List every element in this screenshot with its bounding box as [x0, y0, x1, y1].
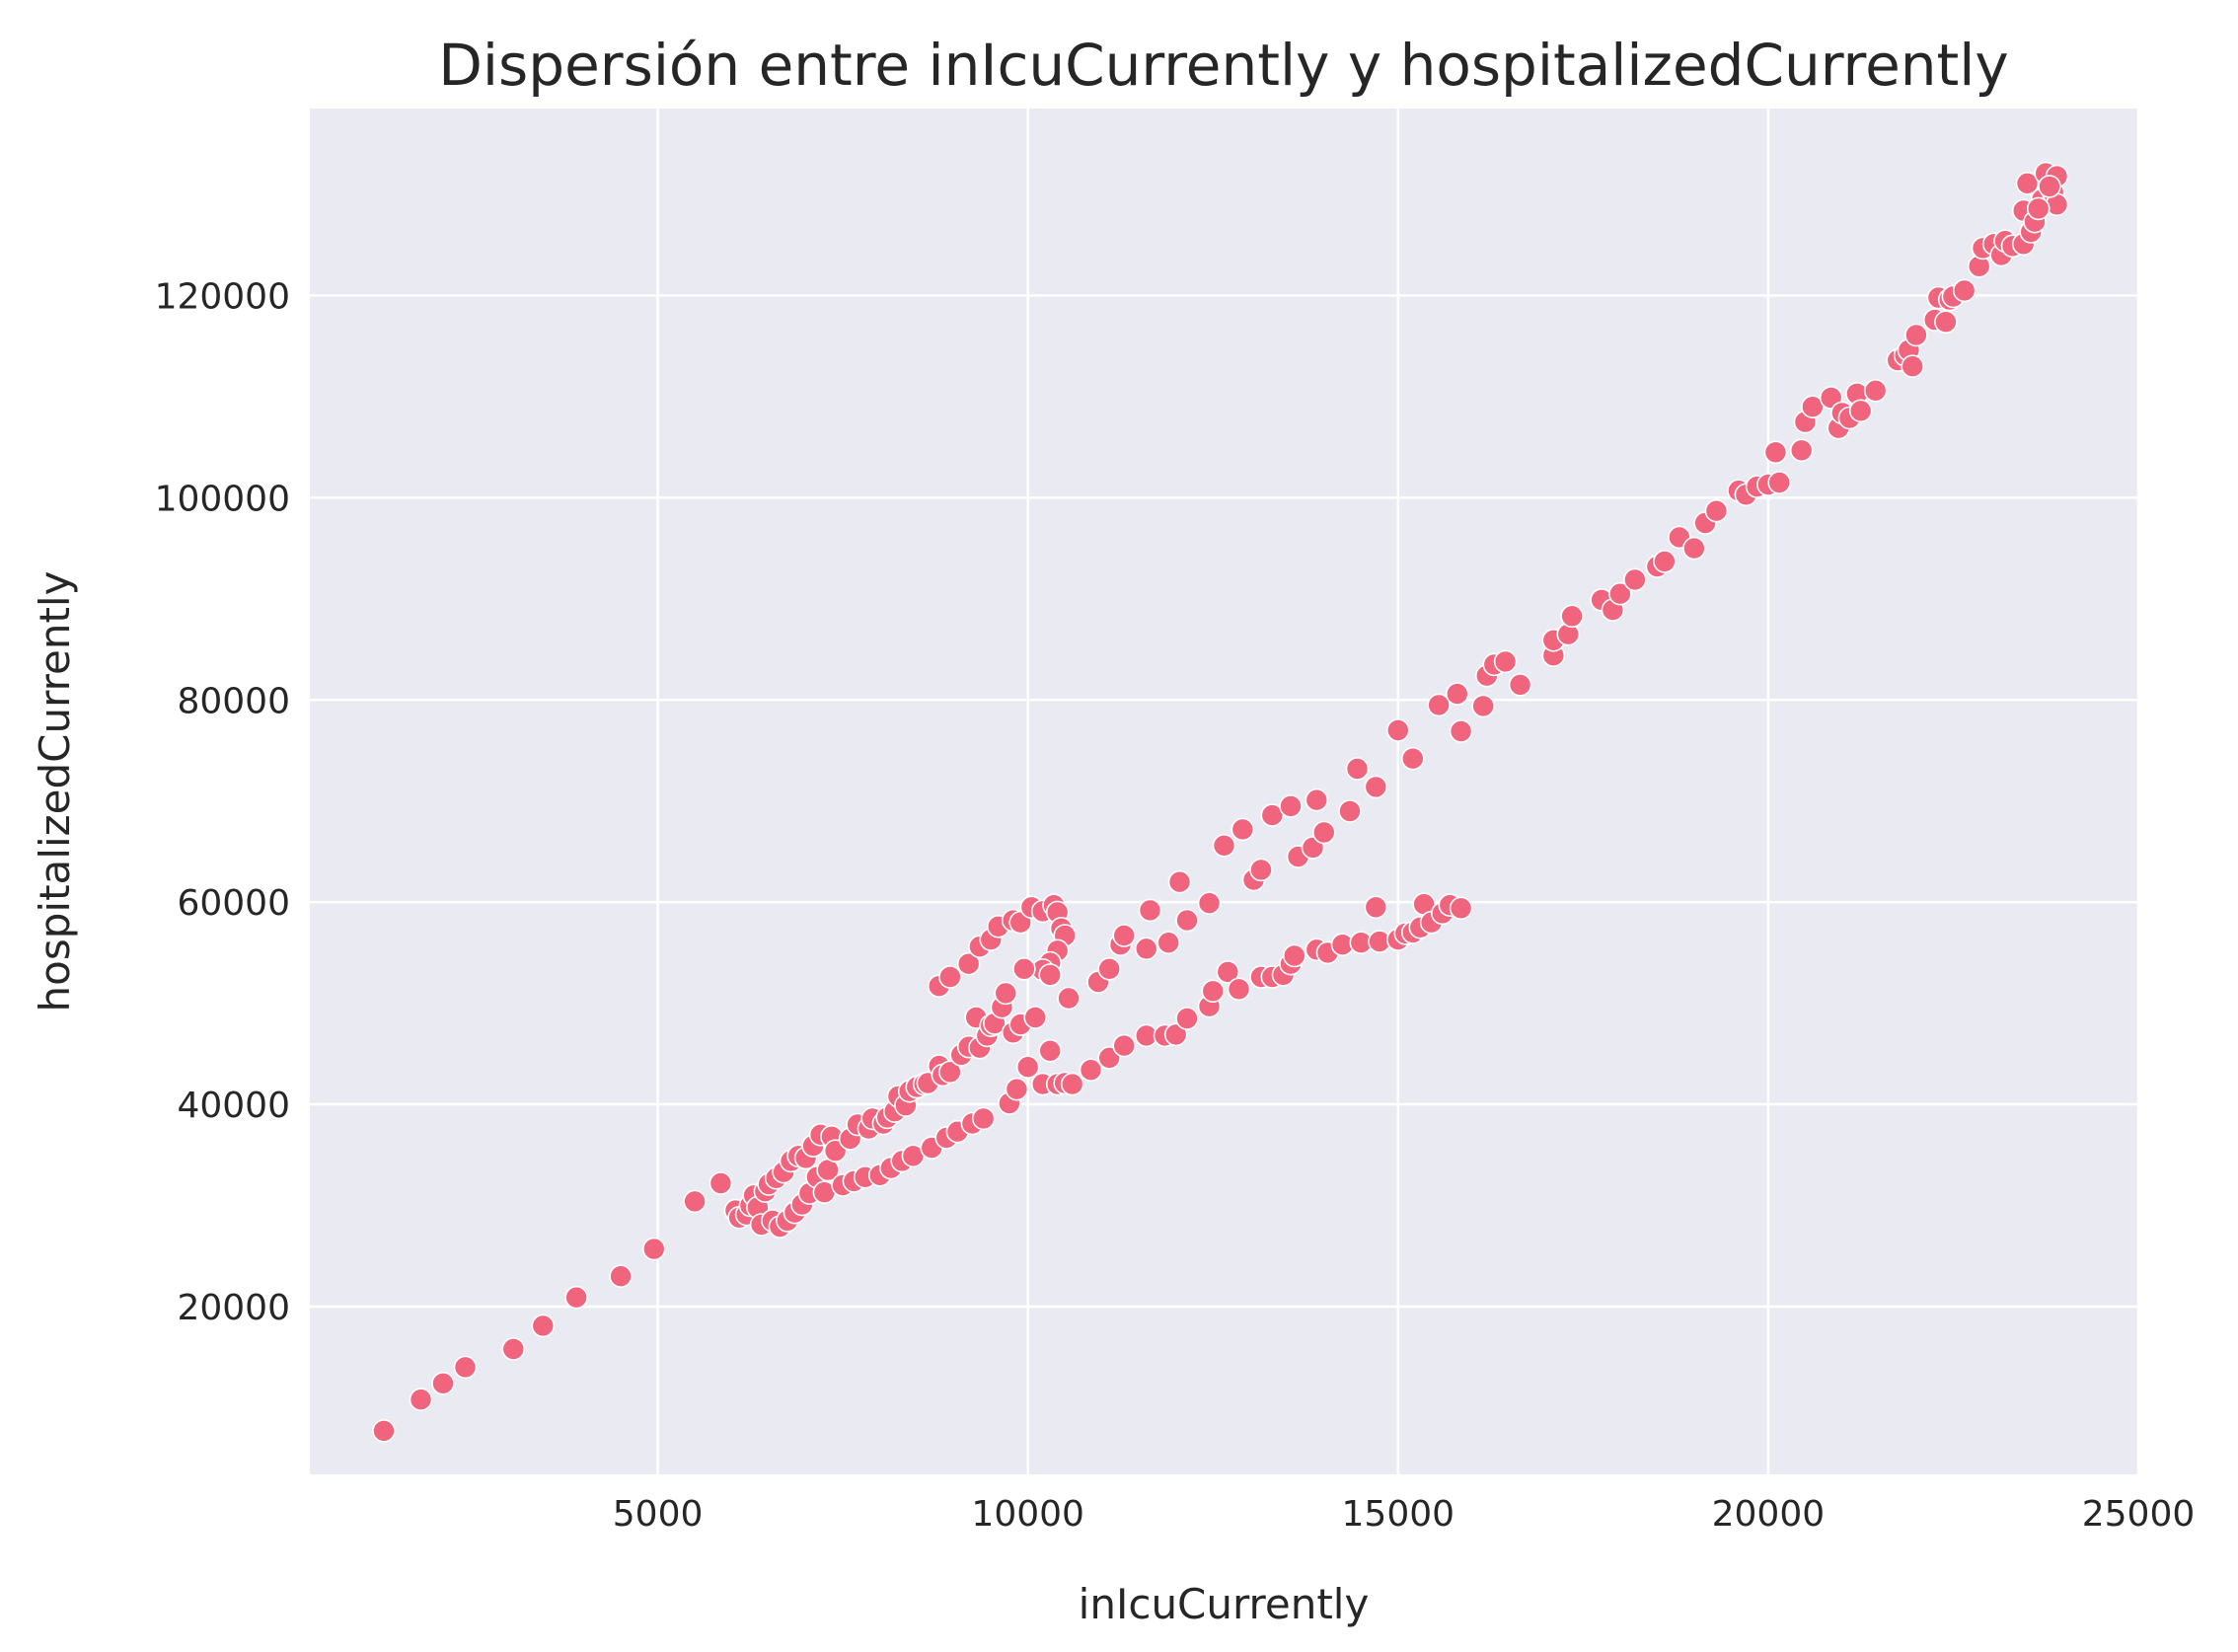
data-point [1863, 378, 1888, 403]
data-point [1682, 536, 1706, 561]
data-point [938, 965, 962, 989]
data-point [1260, 803, 1285, 827]
data-point [1060, 1072, 1084, 1096]
data-point [1508, 673, 1532, 697]
chart-title: Dispersión entre inIcuCurrently y hospit… [438, 32, 2008, 99]
grid-lines [310, 109, 2140, 1474]
data-points [372, 161, 2069, 1443]
plot-area [310, 109, 2138, 1474]
data-point [1283, 943, 1306, 968]
y-tick-label: 40000 [177, 1086, 290, 1126]
data-point [564, 1285, 588, 1310]
data-point [1493, 649, 1518, 674]
data-point [709, 1171, 733, 1195]
data-point [956, 951, 981, 976]
data-point [2026, 196, 2051, 221]
data-point [1249, 858, 1273, 882]
data-point [1449, 896, 1473, 921]
data-point [1623, 567, 1647, 592]
data-point [1952, 278, 1977, 303]
data-point [1079, 1058, 1103, 1082]
data-point [1231, 817, 1255, 842]
y-tick-label: 100000 [155, 479, 290, 519]
data-point [431, 1372, 455, 1395]
data-point [1023, 1006, 1047, 1029]
data-point [1338, 799, 1362, 823]
data-point [1015, 1055, 1040, 1079]
data-point [1216, 960, 1240, 984]
x-tick-label: 5000 [613, 1494, 704, 1535]
data-point [1163, 1022, 1188, 1047]
y-tick-label: 60000 [177, 883, 290, 924]
data-point [1608, 581, 1632, 606]
data-point [1197, 891, 1222, 916]
data-point [1449, 719, 1473, 743]
y-tick-label: 20000 [177, 1288, 290, 1328]
data-point [531, 1314, 556, 1338]
data-point [1005, 1077, 1029, 1101]
data-point [1038, 1039, 1062, 1063]
data-point [1364, 775, 1388, 799]
data-point [683, 1189, 707, 1214]
data-point [1227, 977, 1251, 1002]
data-point [971, 1106, 996, 1131]
data-point [1653, 550, 1677, 573]
data-point [1401, 746, 1425, 771]
data-point [1386, 718, 1410, 742]
data-point [938, 1060, 962, 1085]
data-point [1789, 438, 1814, 463]
y-tick-label: 120000 [155, 277, 290, 318]
data-point [1471, 694, 1495, 718]
data-point [1904, 323, 1928, 347]
data-point [372, 1419, 396, 1443]
data-point [2015, 172, 2040, 195]
data-point [1934, 310, 1958, 335]
data-point [1134, 937, 1158, 961]
x-axis-label: inIcuCurrently [1079, 1580, 1370, 1628]
data-point [1212, 833, 1236, 858]
data-point [1012, 956, 1036, 981]
data-point [501, 1337, 526, 1361]
data-point [609, 1264, 633, 1288]
data-point [2038, 175, 2061, 198]
data-point [1901, 354, 1924, 379]
y-tick-label: 80000 [177, 681, 290, 721]
x-tick-labels: 5000 10000 15000 20000 25000 [613, 1494, 2195, 1535]
data-point [1364, 895, 1388, 920]
x-tick-label: 15000 [1342, 1494, 1455, 1535]
data-point [994, 981, 1018, 1006]
x-tick-label: 25000 [2082, 1494, 2196, 1535]
data-point [1097, 956, 1121, 981]
data-point [1427, 693, 1451, 717]
data-point [1305, 788, 1329, 812]
y-tick-labels: 20000 40000 60000 80000 100000 120000 [155, 277, 290, 1328]
data-point [1175, 908, 1199, 933]
data-point [1704, 498, 1729, 523]
data-point [1767, 471, 1791, 494]
data-point [1112, 1033, 1136, 1058]
data-point [453, 1355, 478, 1380]
data-point [641, 1237, 666, 1261]
data-point [1138, 898, 1162, 923]
data-point [1279, 794, 1303, 818]
data-point [1446, 682, 1469, 706]
x-tick-label: 20000 [1712, 1494, 1826, 1535]
data-point [1057, 986, 1081, 1011]
data-point [1560, 604, 1584, 629]
data-point [409, 1388, 433, 1411]
data-point [1167, 869, 1192, 894]
data-point [1201, 979, 1225, 1004]
y-axis-label: hospitalizedCurrently [31, 571, 79, 1013]
data-point [1156, 931, 1180, 955]
data-point [1345, 757, 1370, 781]
data-point [1848, 399, 1873, 423]
data-point [1038, 963, 1062, 987]
data-point [1763, 440, 1788, 465]
data-point [1175, 1007, 1199, 1030]
x-tick-label: 10000 [971, 1494, 1084, 1535]
data-point [1312, 820, 1336, 845]
data-point [1112, 924, 1136, 947]
data-point [1801, 395, 1825, 419]
